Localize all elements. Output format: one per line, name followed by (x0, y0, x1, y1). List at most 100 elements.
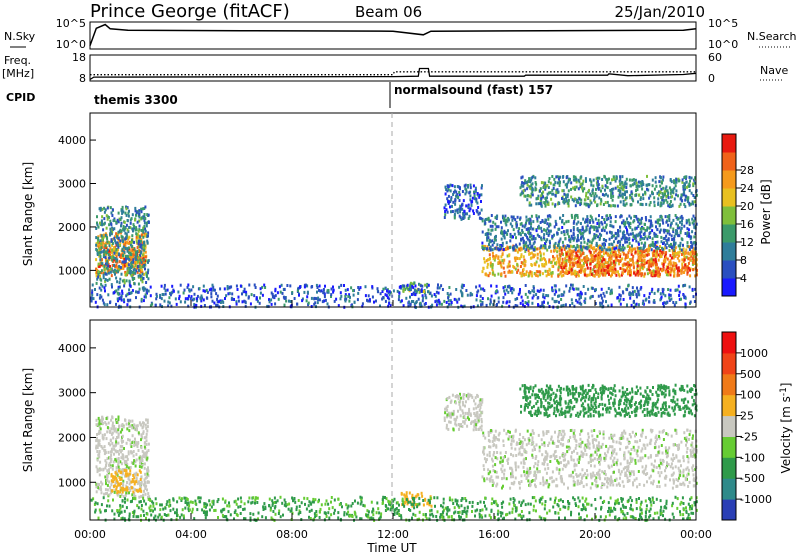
power-cell (95, 281, 98, 285)
power-cell (582, 245, 585, 249)
power-cell (521, 228, 524, 232)
power-cell (627, 238, 630, 242)
power-cell (536, 219, 539, 223)
power-cell (489, 245, 492, 249)
power-cell (531, 246, 534, 250)
power-cell (627, 284, 630, 288)
power-cell (130, 257, 133, 261)
power-cell (605, 223, 608, 227)
velocity-cell (141, 463, 144, 467)
power-cell (161, 293, 164, 296)
power-cell (598, 176, 601, 180)
power-cell (200, 294, 203, 298)
power-cell (680, 226, 683, 230)
power-cell (569, 253, 572, 257)
power-cell (694, 267, 697, 271)
power-cell (675, 252, 678, 255)
power-cell (306, 295, 309, 299)
power-cell (691, 256, 694, 260)
power-cell (549, 181, 552, 185)
nsky-label: N.Sky (4, 30, 36, 43)
power-cell (520, 261, 523, 265)
power-cell (111, 251, 114, 255)
power-cell (678, 226, 681, 230)
power-cell (673, 238, 676, 242)
power-cell (617, 229, 619, 232)
power-cell (117, 270, 119, 274)
power-cell (235, 302, 238, 306)
power-cell (629, 196, 632, 200)
power-cell (102, 276, 105, 280)
power-cell (579, 228, 581, 232)
power-cell (595, 229, 598, 233)
power-cell (609, 181, 612, 185)
velocity-cell (128, 419, 131, 423)
power-cell (682, 243, 684, 247)
power-cell (621, 195, 624, 199)
power-cell (503, 258, 506, 262)
power-cell (673, 267, 676, 271)
velocity-cells (90, 383, 698, 522)
power-cell (109, 301, 111, 305)
velocity-cell (143, 466, 146, 470)
velocity-cell (115, 469, 118, 473)
power-cell (598, 264, 600, 268)
velocity-cell (142, 421, 145, 425)
power-y-axis-label: Slant Range [km] (21, 162, 35, 266)
power-cell (577, 178, 580, 182)
power-cell (569, 229, 572, 233)
velocity-cell (105, 482, 107, 486)
power-cell (224, 297, 226, 300)
power-cell (570, 249, 573, 253)
power-cell (626, 253, 629, 257)
power-cell (382, 287, 385, 291)
velocity-cell (141, 426, 144, 430)
power-cell (596, 183, 599, 187)
power-cell (675, 301, 678, 305)
power-cell (500, 255, 503, 259)
power-cell (680, 214, 683, 218)
power-cell (115, 265, 118, 269)
power-cell (538, 270, 541, 274)
power-cell (121, 291, 124, 295)
power-cell (534, 237, 537, 241)
power-cell (623, 185, 626, 189)
velocity-cell (108, 493, 111, 497)
power-cell (529, 195, 532, 198)
power-cell (662, 195, 665, 198)
power-cell (530, 203, 533, 207)
velocity-cell (120, 424, 123, 428)
power-cell (127, 263, 130, 267)
power-cell (196, 299, 198, 303)
power-cell (603, 271, 606, 275)
power-cell (649, 201, 652, 204)
power-cell (599, 253, 602, 256)
power-cell (131, 238, 133, 242)
power-cell (420, 304, 423, 308)
power-cell (505, 241, 508, 245)
power-cell (539, 221, 542, 224)
velocity-cell (95, 418, 98, 422)
velocity-cell (125, 461, 128, 464)
power-cell (570, 187, 572, 191)
power-cell (676, 273, 679, 277)
power-cell (626, 231, 629, 235)
power-cell (143, 248, 146, 252)
power-cell (601, 184, 604, 188)
power-cell (544, 196, 547, 200)
power-cell (204, 289, 206, 293)
velocity-cell (119, 460, 122, 464)
power-cell (529, 227, 532, 230)
power-cell (106, 248, 109, 252)
power-cell (626, 261, 629, 265)
power-cell (575, 298, 578, 302)
power-cell (504, 285, 507, 289)
velocity-cell (138, 495, 141, 499)
velocity-cell (132, 454, 135, 458)
power-cell (458, 193, 461, 197)
power-cell (490, 284, 493, 288)
power-cell (160, 284, 163, 288)
power-cell (660, 235, 663, 239)
power-cell (622, 202, 625, 206)
power-cell (559, 237, 562, 241)
